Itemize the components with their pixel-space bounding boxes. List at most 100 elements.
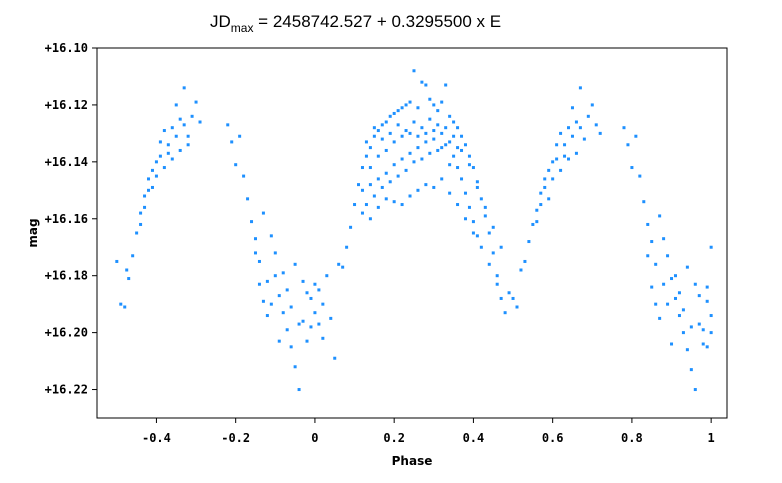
data-point	[432, 185, 436, 189]
data-point	[527, 240, 531, 244]
data-point	[372, 194, 376, 198]
data-point	[309, 325, 313, 329]
data-point	[590, 103, 594, 107]
data-point	[705, 345, 709, 349]
data-point	[503, 311, 507, 315]
data-point	[269, 234, 273, 238]
data-point	[448, 114, 452, 118]
data-point	[646, 254, 650, 258]
data-point	[309, 296, 313, 300]
data-point	[662, 282, 666, 286]
data-point	[539, 203, 543, 207]
chart-title-prefix: JD	[210, 12, 231, 31]
data-point	[420, 126, 424, 130]
data-point	[174, 134, 178, 138]
y-tick-label: +16.12	[45, 98, 88, 112]
y-tick-label: +16.16	[45, 212, 88, 226]
data-point	[277, 294, 281, 298]
data-point	[539, 191, 543, 195]
data-point	[230, 140, 234, 144]
data-point	[638, 174, 642, 178]
data-point	[234, 163, 238, 167]
data-point	[277, 339, 281, 343]
data-point	[650, 285, 654, 289]
data-point	[471, 231, 475, 235]
data-point	[440, 131, 444, 135]
data-point	[666, 302, 670, 306]
data-point	[677, 291, 681, 295]
y-tick-label: +16.18	[45, 269, 88, 283]
data-point	[563, 154, 567, 158]
data-point	[186, 143, 190, 147]
data-point	[432, 103, 436, 107]
data-point	[396, 109, 400, 113]
data-point	[380, 137, 384, 141]
chart-title-rest: = 2458742.527 + 0.3295500 x E	[253, 12, 501, 31]
data-point	[479, 245, 483, 249]
data-point	[701, 342, 705, 346]
data-point	[578, 86, 582, 90]
x-tick-label: 0.4	[463, 431, 485, 445]
data-point	[685, 265, 689, 269]
data-point	[384, 197, 388, 201]
data-point	[115, 259, 119, 263]
data-point	[166, 143, 170, 147]
data-point	[372, 126, 376, 130]
data-point	[293, 365, 297, 369]
data-point	[507, 291, 511, 295]
data-point	[681, 308, 685, 312]
data-point	[360, 188, 364, 192]
data-point	[487, 262, 491, 266]
data-point	[586, 114, 590, 118]
data-point	[253, 251, 257, 255]
data-point	[570, 106, 574, 110]
data-point	[578, 126, 582, 130]
data-point	[701, 328, 705, 332]
x-axis-ticks: -0.4 -0.2 0 0.2 0.4 0.6 0.8 1	[142, 418, 715, 445]
data-point	[452, 120, 456, 124]
data-point	[495, 274, 499, 278]
data-point	[467, 163, 471, 167]
data-point	[345, 245, 349, 249]
data-point	[456, 203, 460, 207]
data-point	[416, 134, 420, 138]
data-point	[313, 311, 317, 315]
data-point	[428, 117, 432, 121]
data-point	[150, 168, 154, 172]
data-point	[709, 331, 713, 335]
data-point	[368, 166, 372, 170]
data-point	[495, 282, 499, 286]
data-point	[368, 146, 372, 150]
data-point	[515, 305, 519, 309]
data-point	[444, 126, 448, 130]
data-point	[685, 348, 689, 352]
data-point	[376, 154, 380, 158]
data-point	[178, 148, 182, 152]
data-point	[313, 282, 317, 286]
data-point	[147, 177, 151, 181]
data-point	[349, 225, 353, 229]
data-point	[162, 129, 166, 133]
data-point	[444, 83, 448, 87]
y-tick-label: +16.22	[45, 383, 88, 397]
data-point	[297, 322, 301, 326]
data-point	[412, 120, 416, 124]
data-point	[170, 126, 174, 130]
data-point	[368, 183, 372, 187]
y-tick-label: +16.10	[45, 41, 88, 55]
data-point	[479, 197, 483, 201]
data-point	[452, 154, 456, 158]
data-point	[412, 160, 416, 164]
x-tick-label: 0.2	[383, 431, 405, 445]
data-point	[463, 191, 467, 195]
data-point	[574, 151, 578, 155]
data-point	[182, 86, 186, 90]
data-point	[281, 311, 285, 315]
y-axis-label: mag	[26, 218, 40, 247]
data-point	[499, 245, 503, 249]
x-tick-label: 0.8	[621, 431, 643, 445]
data-point	[689, 368, 693, 372]
data-point	[440, 100, 444, 104]
data-point	[444, 143, 448, 147]
data-point	[380, 123, 384, 127]
